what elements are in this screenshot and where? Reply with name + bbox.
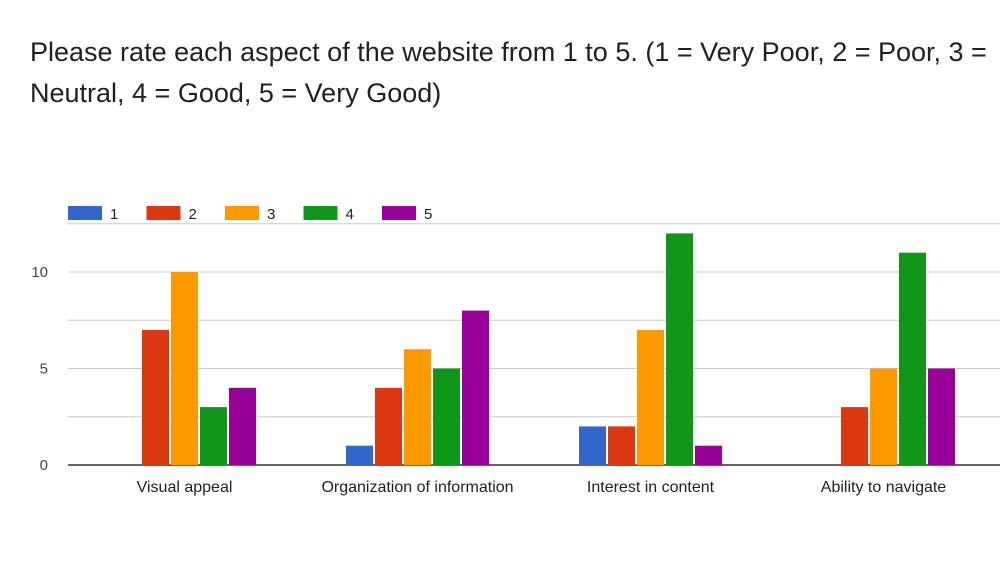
bar-ability-to-navigate-rating-2[interactable] bbox=[841, 407, 868, 465]
bar-ability-to-navigate-rating-4[interactable] bbox=[899, 252, 926, 465]
bar-organization-of-information-rating-3[interactable] bbox=[404, 349, 431, 465]
category-label: Visual appeal bbox=[137, 479, 233, 496]
category-label: Ability to navigate bbox=[821, 479, 947, 496]
legend-item-2[interactable]: 2 bbox=[146, 206, 197, 223]
legend-item-3[interactable]: 3 bbox=[225, 206, 275, 223]
chart-title: Please rate each aspect of the website f… bbox=[30, 37, 987, 108]
bar-ability-to-navigate-rating-3[interactable] bbox=[870, 368, 897, 466]
bar-visual-appeal-rating-4[interactable] bbox=[200, 407, 227, 465]
y-tick-label: 0 bbox=[40, 457, 48, 474]
y-tick-label: 5 bbox=[40, 361, 48, 378]
legend-label: 1 bbox=[110, 206, 118, 223]
bar-ability-to-navigate-rating-5[interactable] bbox=[928, 368, 955, 466]
bar-interest-in-content-rating-4[interactable] bbox=[666, 233, 693, 465]
category-label: Interest in content bbox=[587, 479, 715, 496]
legend[interactable]: 1 2 3 4 5 bbox=[68, 206, 432, 223]
legend-item-1[interactable]: 1 bbox=[68, 206, 118, 223]
legend-label: 2 bbox=[189, 206, 197, 223]
bar-visual-appeal-rating-2[interactable] bbox=[142, 329, 169, 465]
legend-item-5[interactable]: 5 bbox=[382, 206, 432, 223]
category-label: Organization of information bbox=[321, 479, 513, 496]
legend-label: 4 bbox=[346, 206, 354, 223]
bar-interest-in-content-rating-5[interactable] bbox=[695, 445, 722, 465]
y-axis-ticks: 0 5 10 bbox=[31, 264, 48, 474]
legend-swatch bbox=[146, 206, 181, 220]
bar-organization-of-information-rating-4[interactable] bbox=[433, 368, 460, 466]
bar-organization-of-information-rating-5[interactable] bbox=[462, 310, 489, 465]
bar-visual-appeal-rating-3[interactable] bbox=[171, 272, 198, 465]
legend-swatch bbox=[68, 206, 102, 220]
bar-interest-in-content-rating-2[interactable] bbox=[608, 426, 635, 465]
legend-swatch bbox=[225, 206, 259, 220]
category-labels: Visual appeal Organization of information… bbox=[137, 479, 947, 496]
bars bbox=[142, 233, 955, 465]
y-tick-label: 10 bbox=[31, 264, 48, 281]
bar-interest-in-content-rating-3[interactable] bbox=[637, 329, 664, 465]
legend-label: 5 bbox=[424, 206, 432, 223]
bar-visual-appeal-rating-5[interactable] bbox=[229, 387, 256, 465]
bar-organization-of-information-rating-1[interactable] bbox=[346, 445, 373, 465]
legend-swatch bbox=[382, 206, 416, 220]
legend-swatch bbox=[303, 206, 338, 220]
bar-interest-in-content-rating-1[interactable] bbox=[579, 426, 606, 465]
bar-organization-of-information-rating-2[interactable] bbox=[375, 387, 402, 465]
legend-label: 3 bbox=[267, 206, 275, 223]
legend-item-4[interactable]: 4 bbox=[303, 206, 354, 223]
